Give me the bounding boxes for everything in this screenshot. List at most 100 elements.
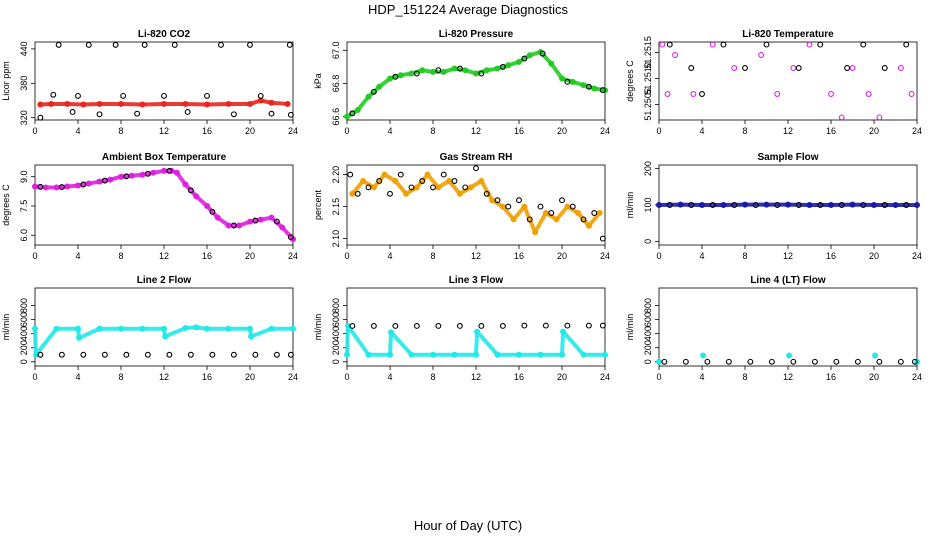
data-point	[80, 351, 87, 358]
data-point	[516, 197, 522, 204]
data-point	[80, 181, 87, 188]
x-tick-label: 24	[912, 372, 922, 382]
data-point	[908, 91, 915, 97]
data-point	[542, 322, 549, 329]
x-tick-label: 16	[202, 251, 212, 261]
data-point	[413, 70, 420, 77]
data-point	[365, 351, 372, 358]
x-tick-label: 24	[600, 372, 610, 382]
data-point	[365, 184, 372, 191]
x-tick-label: 12	[159, 251, 169, 261]
data-point	[32, 183, 39, 190]
x-tick-label: 20	[245, 372, 255, 382]
data-point	[53, 325, 60, 332]
x-tick-label: 0	[656, 126, 661, 136]
series-raw	[656, 352, 921, 365]
data-point	[844, 65, 851, 71]
data-point	[785, 201, 792, 208]
data-point	[806, 201, 813, 208]
data-point	[354, 107, 361, 114]
data-point	[230, 222, 237, 229]
data-point	[287, 351, 294, 358]
data-point	[897, 358, 904, 365]
data-point	[64, 100, 71, 107]
data-point	[747, 358, 754, 365]
data-point	[187, 187, 194, 194]
y-tick-label: 0	[331, 359, 341, 364]
data-point	[516, 58, 523, 65]
data-point	[451, 65, 458, 72]
x-tick-label: 8	[118, 126, 123, 136]
x-tick-label: 24	[600, 126, 610, 136]
data-point	[860, 41, 867, 48]
data-point	[184, 109, 191, 115]
x-tick-label: 12	[783, 126, 793, 136]
y-tick-label: 7.5	[19, 200, 29, 213]
data-point	[118, 100, 125, 107]
y-axis-label: ml/min	[1, 314, 11, 341]
data-point	[763, 201, 770, 208]
chart-title: Line 3 Flow	[449, 275, 504, 286]
data-point	[849, 65, 856, 71]
x-tick-label: 8	[118, 251, 123, 261]
x-tick-label: 24	[288, 251, 298, 261]
data-point	[413, 322, 420, 329]
x-tick-label: 20	[557, 126, 567, 136]
y-tick-label: 66.6	[331, 108, 341, 126]
y-tick-label: 51.2505	[643, 88, 653, 121]
x-tick-label: 20	[869, 251, 879, 261]
x-tick-label: 16	[202, 126, 212, 136]
data-point	[494, 197, 501, 204]
data-point	[478, 70, 485, 77]
data-point	[661, 358, 668, 365]
data-point	[699, 91, 705, 97]
data-point	[499, 203, 506, 210]
data-point	[247, 41, 253, 48]
data-point	[539, 50, 546, 57]
chart-panel-7: Line 2 Flow ml/min 0 4 8 12 16 20 24 0 20040060080…	[1, 275, 298, 382]
data-point	[123, 351, 130, 358]
data-point	[688, 202, 695, 208]
series-trace	[350, 172, 602, 235]
data-point	[268, 99, 275, 106]
x-tick-label: 8	[742, 126, 747, 136]
data-point	[559, 351, 566, 358]
data-point	[139, 171, 146, 178]
x-tick-label: 12	[159, 372, 169, 382]
chart-panel-5: Gas Stream RH percent 0 4 8 12 16 20 24 2.10 2.15 2…	[313, 152, 610, 261]
data-point	[118, 173, 125, 180]
data-point	[50, 91, 57, 98]
data-point	[388, 329, 395, 336]
x-tick-label: 24	[912, 251, 922, 261]
chart-panel-8: Line 3 Flow ml/min 0 4 8 12 16 20 24 0 20040060080…	[313, 275, 610, 382]
y-axis-label: degrees C	[625, 60, 635, 102]
data-point	[521, 203, 528, 210]
series-raw	[659, 41, 915, 121]
data-point	[440, 171, 447, 178]
data-point	[273, 351, 280, 358]
y-tick-label: 200	[19, 340, 29, 355]
data-point	[876, 358, 883, 365]
data-point	[268, 214, 275, 221]
data-point	[451, 178, 458, 184]
data-point	[139, 325, 146, 332]
x-tick-label: 0	[32, 372, 37, 382]
data-point	[499, 322, 506, 329]
data-point	[709, 202, 716, 208]
y-axis-label: ml/min	[625, 192, 635, 219]
data-point	[505, 203, 512, 210]
data-point	[37, 351, 44, 358]
data-point	[246, 218, 253, 225]
data-point	[128, 172, 135, 179]
data-point	[865, 91, 872, 97]
data-point	[48, 100, 55, 107]
x-tick-label: 12	[159, 126, 169, 136]
data-point	[55, 41, 62, 48]
data-point	[160, 325, 167, 332]
data-point	[505, 62, 512, 69]
data-point	[758, 52, 765, 58]
data-point	[392, 177, 399, 184]
data-point	[141, 41, 148, 48]
data-point	[903, 41, 910, 48]
data-point	[903, 202, 910, 208]
